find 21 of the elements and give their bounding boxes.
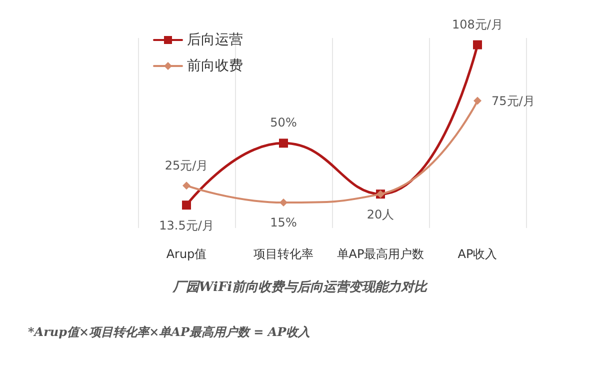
- data-label: 13.5元/月: [159, 218, 214, 233]
- data-label: 50%: [270, 116, 297, 130]
- x-tick-label: 单AP最高用户数: [336, 247, 424, 261]
- point: [182, 200, 191, 210]
- legend-label: 前向收费: [187, 58, 243, 74]
- data-label: 108元/月: [452, 17, 503, 32]
- data-label: 15%: [270, 216, 297, 230]
- point: [474, 96, 482, 105]
- data-label: 75元/月: [492, 94, 535, 108]
- point: [279, 138, 288, 148]
- point: [473, 40, 482, 50]
- text: *Arup值×项目转化率×单AP最高用户数 = AP收入: [28, 325, 310, 339]
- point: [280, 198, 288, 207]
- legend-label: 后向运营: [187, 32, 243, 48]
- data-label: 25元/月: [164, 158, 208, 173]
- text: 厂园WiFi前向收费与后向运营变现能力对比: [172, 279, 428, 295]
- x-tick-label: AP收入: [458, 247, 498, 261]
- data-label: 20人: [366, 208, 394, 222]
- x-tick-label: 项目转化率: [254, 247, 314, 261]
- point: [182, 182, 190, 190]
- x-tick-label: Arup值: [166, 247, 207, 261]
